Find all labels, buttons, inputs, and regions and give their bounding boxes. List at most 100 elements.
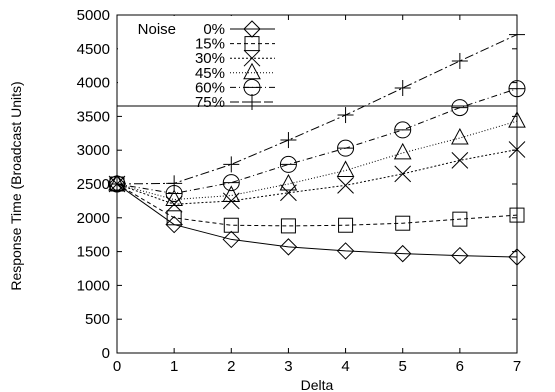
data-point — [109, 176, 125, 192]
data-point — [451, 52, 468, 69]
data-point — [279, 155, 297, 173]
marker-shape — [393, 142, 412, 160]
marker-shape — [244, 36, 260, 52]
marker-shape — [165, 189, 183, 207]
marker-shape — [336, 160, 355, 177]
data-point — [394, 165, 412, 183]
marker-shape — [451, 151, 469, 169]
series-5 — [109, 26, 525, 192]
legend-label: 60% — [195, 79, 225, 96]
data-point — [166, 210, 182, 226]
y-tick-label: 0 — [102, 345, 110, 362]
legend: Noise 0%15%30%45%60%75% — [117, 16, 517, 111]
data-point — [280, 184, 297, 202]
data-point — [508, 111, 526, 128]
y-tick-label: 4500 — [77, 41, 110, 58]
data-point — [337, 139, 355, 157]
legend-marker — [243, 49, 261, 67]
marker-shape — [243, 49, 261, 67]
series-line — [116, 149, 518, 205]
series-line — [116, 183, 518, 227]
marker-shape — [509, 207, 525, 223]
data-point — [280, 218, 296, 234]
series-line — [116, 183, 518, 258]
legend-label: 15% — [195, 36, 225, 53]
marker-shape — [452, 211, 468, 227]
data-point — [394, 80, 411, 97]
y-tick-label: 1000 — [77, 277, 110, 294]
marker-shape — [508, 248, 526, 266]
legend-label: 0% — [203, 21, 225, 38]
data-point — [451, 99, 469, 117]
series-line — [116, 34, 518, 185]
x-tick-label: 0 — [113, 358, 121, 375]
x-tick-label: 4 — [341, 358, 349, 375]
marker-shape — [222, 230, 240, 249]
data-point — [222, 174, 240, 192]
data-point — [337, 176, 354, 194]
y-axis: 0 500 1000 1500 2000 2500 3000 3500 4000 4500 5000 — [77, 7, 517, 362]
data-point — [451, 151, 469, 169]
marker-shape — [165, 215, 183, 234]
data-point — [508, 141, 526, 158]
x-tick-label: 5 — [399, 358, 407, 375]
legend-label: 75% — [195, 94, 225, 111]
x-tick-label: 7 — [513, 358, 521, 375]
series-4 — [108, 80, 526, 202]
series-3 — [108, 111, 526, 207]
data-point — [338, 217, 354, 233]
data-point — [222, 185, 241, 202]
marker-shape — [280, 218, 296, 234]
y-tick-label: 2500 — [77, 176, 110, 193]
y-tick-label: 500 — [85, 311, 110, 328]
data-point — [222, 230, 240, 249]
data-point — [165, 215, 183, 234]
data-point — [451, 127, 469, 145]
legend-marker — [244, 36, 260, 52]
y-tick-label: 5000 — [77, 7, 110, 24]
series-1 — [109, 176, 525, 234]
x-tick-label: 3 — [284, 358, 292, 375]
marker-shape — [223, 217, 239, 233]
marker-shape — [243, 62, 261, 80]
x-tick-label: 1 — [170, 358, 178, 375]
y-tick-label: 1500 — [77, 244, 110, 261]
data-point — [279, 173, 298, 191]
legend-marker — [244, 94, 260, 110]
x-tick-label: 6 — [456, 358, 464, 375]
data-point — [395, 215, 411, 231]
y-tick-label: 3500 — [77, 108, 110, 125]
marker-shape — [395, 215, 411, 231]
data-point — [280, 132, 297, 149]
marker-shape — [222, 185, 241, 202]
legend-label: 45% — [195, 65, 225, 82]
marker-shape — [508, 141, 526, 158]
data-point — [223, 217, 239, 233]
marker-shape — [166, 210, 182, 226]
y-tick-label: 4000 — [77, 75, 110, 92]
data-point — [509, 207, 525, 223]
marker-shape — [451, 246, 469, 265]
data-point — [393, 142, 412, 160]
data-point — [166, 175, 183, 192]
data-point — [508, 80, 526, 98]
legend-background — [118, 16, 278, 106]
data-point — [165, 189, 183, 207]
data-point — [394, 244, 412, 263]
data-point — [509, 26, 525, 43]
x-tick-label: 2 — [227, 358, 235, 375]
data-point — [452, 211, 468, 227]
marker-shape — [394, 165, 412, 183]
y-axis-label: Response Time (Broadcast Units) — [8, 81, 24, 290]
series-line — [116, 88, 518, 194]
marker-shape — [336, 242, 355, 260]
marker-shape — [394, 244, 412, 263]
y-tick-label: 2000 — [77, 210, 110, 227]
marker-shape — [451, 127, 469, 145]
plot-area — [108, 26, 526, 266]
data-point — [451, 246, 469, 265]
marker-shape — [338, 217, 354, 233]
data-point — [336, 242, 355, 260]
x-axis-label: Delta — [301, 377, 334, 392]
